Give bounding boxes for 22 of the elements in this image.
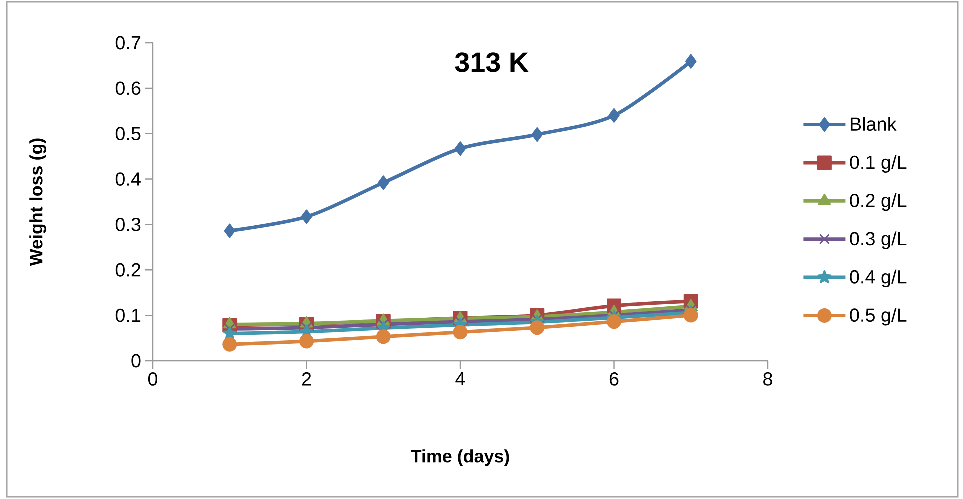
y-tick-label: 0.1 — [116, 308, 141, 322]
x-tick-label: 6 — [610, 372, 619, 386]
y-tick-label: 0.2 — [116, 263, 141, 277]
legend-label: 0.1 g/L — [850, 155, 907, 173]
x-tick-label: 0 — [148, 372, 158, 386]
legend-label: 0.3 g/L — [850, 232, 907, 250]
legend-label: 0.4 g/L — [850, 270, 907, 288]
y-tick-label: 0.3 — [116, 218, 141, 232]
legend-label: 0.5 g/L — [850, 308, 907, 326]
x-tick-label: 2 — [302, 372, 312, 386]
legend-label: Blank — [850, 117, 897, 132]
y-tick-label: 0.5 — [116, 127, 141, 141]
x-axis-title: Time (days) — [411, 450, 510, 466]
legend-label: 0.2 g/L — [850, 194, 907, 212]
x-tick-label: 8 — [764, 372, 772, 386]
x-tick-label: 4 — [456, 372, 466, 386]
y-tick-label: 0.4 — [116, 172, 141, 186]
y-tick-label: 0.7 — [116, 36, 141, 50]
chart-title: 313 K — [455, 52, 529, 72]
y-tick-label: 0.6 — [116, 82, 141, 96]
y-axis-title: Weight loss (g) — [30, 138, 46, 266]
y-tick-label: 0 — [132, 354, 141, 368]
